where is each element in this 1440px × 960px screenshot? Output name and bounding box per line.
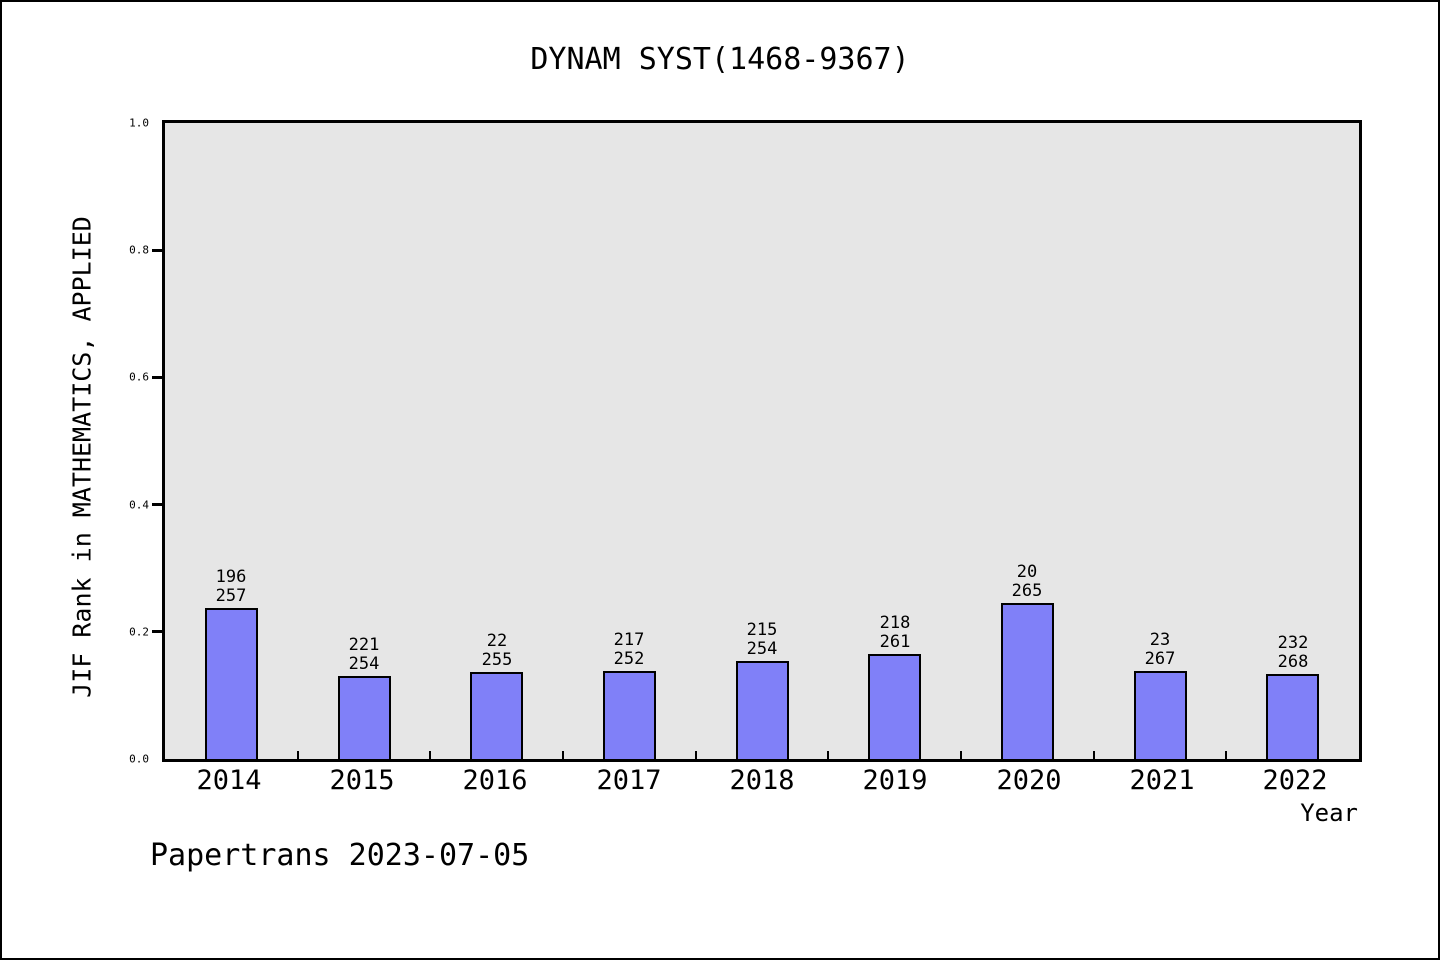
y-tick-mark-0.8	[152, 249, 162, 252]
y-tick-mark-0.2	[152, 630, 162, 633]
x-minor-tick	[1225, 751, 1227, 759]
x-tick-label-2022: 2022	[1262, 765, 1328, 796]
bar-value-label-2016: 22 255	[481, 631, 513, 670]
bar-2017	[603, 671, 656, 759]
y-tick-mark-0.4	[152, 503, 162, 506]
y-tick-label-0.4: 0.4	[129, 498, 149, 512]
x-tick-label-2019: 2019	[862, 765, 928, 796]
footer-credit: Papertrans 2023-07-05	[150, 838, 530, 873]
bar-2020	[1001, 603, 1054, 759]
y-tick-label-0.2: 0.2	[129, 625, 149, 639]
bar-2022	[1266, 674, 1319, 759]
chart-title: DYNAM SYST(1468-9367)	[530, 42, 910, 77]
x-minor-tick	[695, 751, 697, 759]
y-tick-label-0.8: 0.8	[129, 243, 149, 257]
bar-value-label-2019: 218 261	[879, 613, 911, 652]
bar-value-label-2020: 20 265	[1011, 562, 1043, 601]
y-tick-label-0.6: 0.6	[129, 370, 149, 384]
bar-2018	[736, 661, 789, 759]
bar-value-label-2014: 196 257	[215, 567, 247, 606]
x-axis-title: Year	[1300, 799, 1358, 827]
y-tick-label-0.0: 0.0	[129, 752, 149, 766]
bar-2021	[1134, 671, 1187, 759]
x-minor-tick	[960, 751, 962, 759]
x-tick-label-2014: 2014	[196, 765, 262, 796]
x-tick-label-2017: 2017	[596, 765, 662, 796]
bar-value-label-2015: 221 254	[348, 635, 380, 674]
bar-2014	[205, 608, 258, 759]
x-axis-tick-labels: 2014 2015 2016 2017 2018 2019 2020 2021 2022	[162, 765, 1362, 801]
y-axis-title: JIF Rank in MATHEMATICS, APPLIED	[67, 216, 97, 698]
x-tick-label-2020: 2020	[996, 765, 1062, 796]
x-tick-label-2021: 2021	[1129, 765, 1195, 796]
plot-area: 196 257 221 254 22 255 217 252 215 254 218 26…	[129, 117, 1362, 766]
bar-value-label-2022: 232 268	[1277, 633, 1309, 672]
x-minor-tick	[562, 751, 564, 759]
x-tick-label-2015: 2015	[329, 765, 395, 796]
bar-2019	[868, 654, 921, 759]
bar-value-label-2017: 217 252	[613, 630, 645, 669]
x-minor-tick	[297, 751, 299, 759]
y-tick-label-1.0: 1.0	[129, 116, 149, 130]
y-tick-mark-0.6	[152, 376, 162, 379]
x-minor-tick	[1093, 751, 1095, 759]
x-tick-label-2016: 2016	[462, 765, 528, 796]
bar-value-label-2018: 215 254	[746, 620, 778, 659]
bar-2015	[338, 676, 391, 759]
bar-value-label-2021: 23 267	[1144, 630, 1176, 669]
bar-2016	[470, 672, 523, 759]
x-minor-tick	[827, 751, 829, 759]
x-tick-label-2018: 2018	[729, 765, 795, 796]
x-minor-tick	[429, 751, 431, 759]
